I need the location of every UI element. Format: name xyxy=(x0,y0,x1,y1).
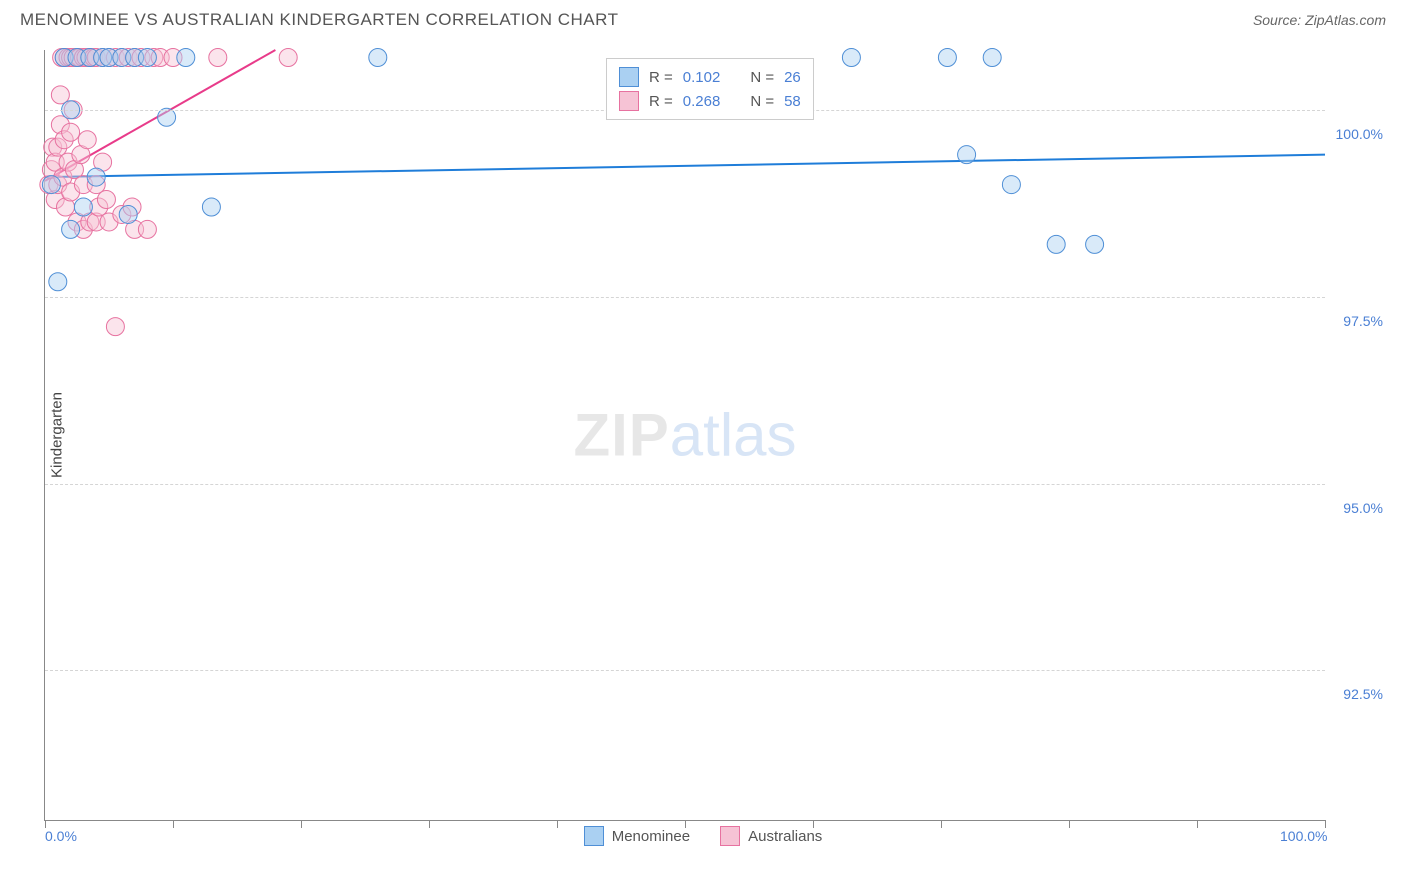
data-point xyxy=(49,273,67,291)
stat-legend-row: R = 0.102 N = 26 xyxy=(619,65,801,89)
data-point xyxy=(279,48,297,66)
data-point xyxy=(97,191,115,209)
y-tick-label: 92.5% xyxy=(1343,686,1383,702)
data-point xyxy=(202,198,220,216)
data-point xyxy=(62,123,80,141)
stat-n-value: 26 xyxy=(784,69,801,86)
gridline xyxy=(45,484,1325,485)
data-point xyxy=(51,86,69,104)
legend-label: Australians xyxy=(748,828,822,845)
stat-r-value: 0.102 xyxy=(683,69,721,86)
gridline xyxy=(45,297,1325,298)
data-point xyxy=(62,220,80,238)
legend-swatch xyxy=(619,67,639,87)
data-point xyxy=(87,168,105,186)
stat-r-value: 0.268 xyxy=(683,93,721,110)
y-tick-label: 95.0% xyxy=(1343,500,1383,516)
scatter-svg xyxy=(45,50,1325,820)
chart-title: MENOMINEE VS AUSTRALIAN KINDERGARTEN COR… xyxy=(20,10,618,30)
trend-line xyxy=(45,155,1325,177)
bottom-legend: Menominee Australians xyxy=(0,826,1406,846)
legend-swatch xyxy=(720,826,740,846)
stat-r-label: R = xyxy=(649,93,673,110)
stat-legend-row: R = 0.268 N = 58 xyxy=(619,89,801,113)
source-attribution: Source: ZipAtlas.com xyxy=(1253,12,1386,28)
data-point xyxy=(369,48,387,66)
data-point xyxy=(119,205,137,223)
plot-container: Kindergarten ZIPatlas 92.5%95.0%97.5%100… xyxy=(44,50,1386,820)
chart-header: MENOMINEE VS AUSTRALIAN KINDERGARTEN COR… xyxy=(0,0,1406,38)
data-point xyxy=(78,131,96,149)
y-tick-label: 97.5% xyxy=(1343,313,1383,329)
stat-r-label: R = xyxy=(649,69,673,86)
data-point xyxy=(42,176,60,194)
data-point xyxy=(1047,235,1065,253)
data-point xyxy=(958,146,976,164)
legend-label: Menominee xyxy=(612,828,690,845)
data-point xyxy=(983,48,1001,66)
gridline xyxy=(45,670,1325,671)
legend-item: Australians xyxy=(720,826,822,846)
stat-n-label: N = xyxy=(750,93,774,110)
data-point xyxy=(138,48,156,66)
data-point xyxy=(938,48,956,66)
data-point xyxy=(138,220,156,238)
legend-swatch xyxy=(619,91,639,111)
data-point xyxy=(74,198,92,216)
data-point xyxy=(209,48,227,66)
data-point xyxy=(158,108,176,126)
data-point xyxy=(177,48,195,66)
y-tick-label: 100.0% xyxy=(1336,126,1383,142)
legend-swatch xyxy=(584,826,604,846)
plot-area: ZIPatlas 92.5%95.0%97.5%100.0%0.0%100.0%… xyxy=(44,50,1325,821)
data-point xyxy=(1086,235,1104,253)
legend-item: Menominee xyxy=(584,826,690,846)
data-point xyxy=(842,48,860,66)
data-point xyxy=(106,318,124,336)
data-point xyxy=(1002,176,1020,194)
stat-legend: R = 0.102 N = 26 R = 0.268 N = 58 xyxy=(606,58,814,120)
stat-n-value: 58 xyxy=(784,93,801,110)
stat-n-label: N = xyxy=(750,69,774,86)
